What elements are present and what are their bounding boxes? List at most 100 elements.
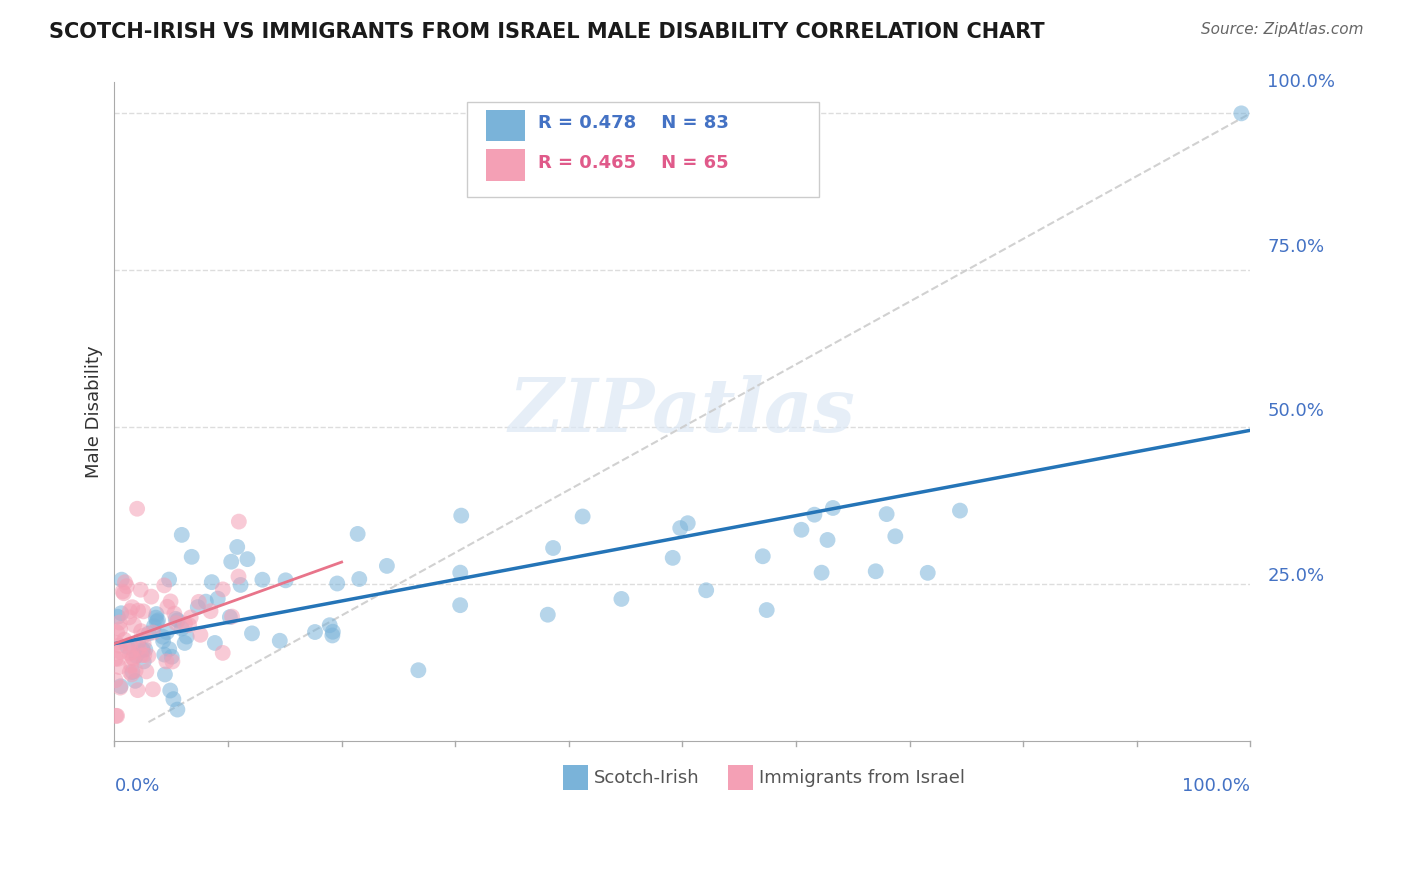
Point (118, 610, 141, 624)
Point (236, 552, 259, 566)
Point (810, 566, 832, 580)
Point (129, 582, 152, 597)
Point (157, 573, 180, 587)
Point (695, 583, 717, 598)
Point (228, 515, 250, 529)
Point (121, 667, 143, 681)
Point (174, 616, 197, 631)
Point (107, 609, 129, 624)
Point (132, 654, 155, 668)
Point (145, 610, 167, 624)
Point (221, 609, 243, 624)
Point (159, 683, 181, 698)
Point (326, 576, 349, 591)
Point (138, 648, 160, 663)
Point (127, 604, 149, 618)
Point (322, 624, 344, 639)
Point (124, 664, 146, 678)
FancyBboxPatch shape (467, 102, 818, 197)
Text: 50.0%: 50.0% (1267, 402, 1324, 420)
Point (155, 654, 177, 668)
Text: Immigrants from Israel: Immigrants from Israel (758, 769, 965, 787)
Point (110, 679, 132, 693)
Point (187, 600, 209, 615)
Point (120, 637, 142, 651)
Point (571, 509, 593, 524)
Text: R = 0.478    N = 83: R = 0.478 N = 83 (538, 114, 730, 133)
Point (138, 626, 160, 640)
Point (252, 573, 274, 587)
Point (865, 564, 887, 578)
Point (112, 586, 135, 600)
Point (173, 636, 195, 650)
Point (207, 591, 229, 606)
Point (105, 625, 128, 640)
Point (755, 603, 778, 617)
Point (153, 578, 176, 592)
Point (218, 610, 240, 624)
Point (610, 591, 633, 606)
Point (127, 683, 149, 698)
Point (122, 651, 145, 665)
Point (752, 549, 775, 564)
Point (132, 636, 155, 650)
Point (162, 655, 184, 669)
Point (349, 572, 371, 586)
Point (110, 645, 132, 659)
Bar (564, 765, 588, 790)
Point (114, 632, 136, 647)
Text: 100.0%: 100.0% (1182, 777, 1250, 795)
Point (111, 584, 134, 599)
Point (676, 516, 699, 531)
Point (105, 636, 128, 650)
Point (917, 566, 939, 580)
Point (124, 673, 146, 688)
Point (125, 648, 148, 663)
Point (134, 648, 156, 662)
Point (118, 604, 141, 618)
Point (115, 579, 138, 593)
Point (884, 529, 907, 543)
Point (132, 629, 155, 643)
Point (121, 650, 143, 665)
Point (449, 566, 471, 580)
Point (104, 651, 127, 665)
Point (165, 612, 187, 626)
Point (876, 507, 898, 521)
Point (179, 618, 201, 632)
Point (803, 508, 825, 522)
Point (105, 709, 128, 723)
Point (449, 598, 471, 612)
Point (821, 500, 844, 515)
Point (146, 613, 169, 627)
Point (120, 645, 142, 659)
Point (170, 622, 193, 636)
Point (108, 622, 131, 636)
Point (105, 709, 128, 723)
Point (166, 702, 188, 716)
Point (211, 582, 233, 597)
Point (118, 665, 141, 679)
Point (204, 636, 226, 650)
Point (240, 626, 263, 640)
Point (541, 541, 564, 555)
Point (163, 607, 186, 621)
Point (156, 625, 179, 640)
Point (153, 648, 176, 662)
Point (152, 630, 174, 644)
Text: Source: ZipAtlas.com: Source: ZipAtlas.com (1201, 22, 1364, 37)
Point (127, 636, 149, 650)
Point (153, 667, 176, 681)
Point (187, 595, 209, 609)
Point (121, 665, 143, 679)
Point (108, 639, 131, 653)
Point (159, 594, 181, 608)
Point (170, 528, 193, 542)
Text: Scotch-Irish: Scotch-Irish (593, 769, 699, 787)
Point (145, 615, 167, 629)
Point (118, 647, 141, 661)
Point (132, 643, 155, 657)
Point (537, 607, 560, 622)
Point (120, 658, 142, 673)
Point (180, 549, 202, 564)
